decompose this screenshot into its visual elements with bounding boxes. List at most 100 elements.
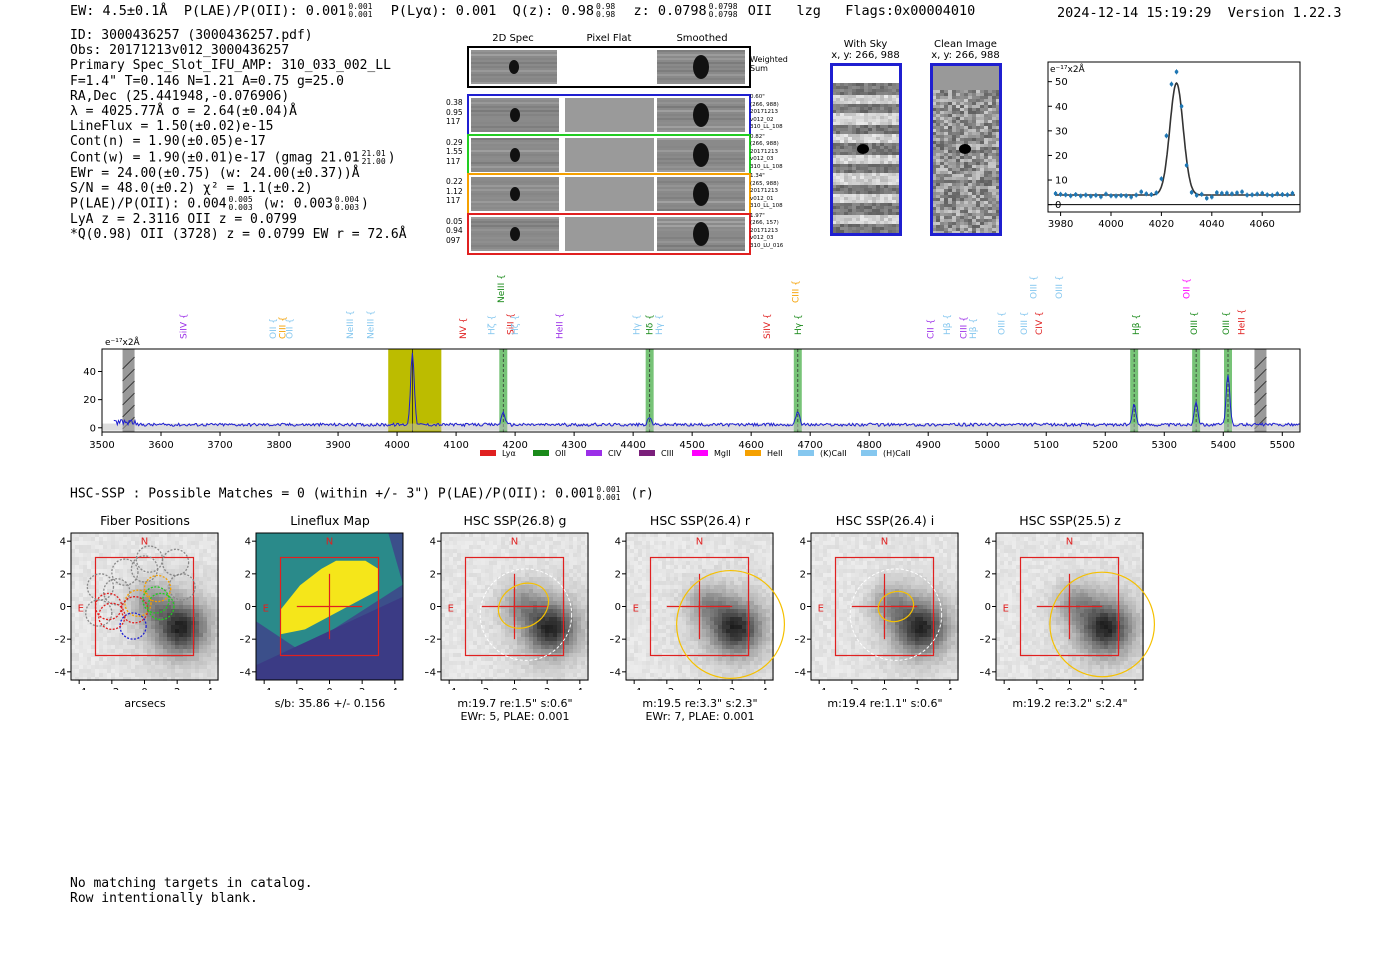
zoom-xtick-label: 4020: [1149, 219, 1174, 230]
image-pixel: [868, 191, 872, 194]
image-pixel: [876, 101, 880, 104]
image-pixel: [868, 131, 872, 134]
hsc-pixel: [147, 537, 151, 541]
cutout-meta-line: 310_LL_108: [750, 203, 783, 209]
hsc-pixel: [115, 645, 119, 649]
hsc-ytick-label: 2: [430, 569, 436, 580]
hsc-pixel: [163, 617, 167, 621]
hsc-pixel: [461, 645, 465, 649]
hsc-pixel: [195, 629, 199, 633]
hsc-pixel: [441, 577, 445, 581]
image-pixel: [864, 170, 868, 173]
hsc-pixel: [453, 533, 457, 537]
hsc-pixel: [191, 657, 195, 661]
hsc-pixel: [565, 649, 569, 653]
image-pixel: [952, 213, 956, 216]
image-pixel: [852, 125, 856, 128]
hsc-pixel: [457, 537, 461, 541]
image-pixel: [956, 183, 960, 186]
image-pixel: [984, 138, 988, 141]
hsc-pixel: [111, 593, 115, 597]
hsc-pixel: [115, 641, 119, 645]
image-pixel: [860, 224, 864, 227]
hsc-pixel: [151, 673, 155, 677]
image-pixel: [936, 159, 940, 162]
hsc-pixel: [453, 653, 457, 657]
hsc-pixel: [505, 585, 509, 589]
hsc-pixel: [187, 557, 191, 561]
hsc-pixel: [203, 641, 207, 645]
hsc-pixel: [533, 665, 537, 669]
hsc-pixel: [569, 573, 573, 577]
image-pixel: [936, 114, 940, 117]
image-pixel: [964, 201, 968, 204]
image-pixel: [952, 114, 956, 117]
image-pixel: [852, 230, 856, 233]
hsc-pixel: [171, 537, 175, 541]
image-pixel: [936, 228, 940, 231]
image-pixel: [996, 156, 1000, 159]
hsc-pixel: [493, 545, 497, 549]
spectrum-line-label: Hζ {: [511, 315, 521, 335]
image-pixel: [860, 128, 864, 131]
image-pixel: [868, 197, 872, 200]
hsc-pixel: [163, 673, 167, 677]
hsc-pixel: [565, 637, 569, 641]
hsc-pixel: [541, 661, 545, 665]
hsc-pixel: [99, 585, 103, 589]
hsc-pixel: [211, 653, 215, 657]
hsc-pixel: [513, 665, 517, 669]
spectrum-xtick-label: 4600: [738, 440, 763, 451]
image-pixel: [976, 141, 980, 144]
hsc-pixel: [111, 633, 115, 637]
hsc-pixel: [127, 589, 131, 593]
image-pixel: [896, 125, 900, 128]
hsc-pixel: [545, 581, 549, 585]
hsc-pixel: [485, 573, 489, 577]
image-pixel: [892, 116, 896, 119]
hsc-panel-plot: NE−4−4−2−2002244: [425, 532, 589, 690]
spectrum-line-label: SiIV {: [763, 313, 773, 339]
hsc-pixel: [473, 649, 477, 653]
hsc-pixel: [565, 641, 569, 645]
hsc-pixel: [529, 573, 533, 577]
image-pixel: [836, 221, 840, 224]
hsc-pixel: [577, 629, 581, 633]
hsc-pixel: [71, 593, 75, 597]
hsc-pixel: [203, 545, 207, 549]
hsc-pixel: [461, 549, 465, 553]
image-pixel: [832, 230, 836, 233]
image-pixel: [884, 191, 888, 194]
cutout-meta-line: (266, 157): [750, 220, 779, 226]
hsc-pixel: [199, 541, 203, 545]
hsc-pixel: [95, 561, 99, 565]
hsc-pixel: [111, 533, 115, 537]
hsc-pixel: [139, 625, 143, 629]
hsc-pixel: [569, 677, 573, 681]
hsc-pixel: [135, 613, 139, 617]
fiber-circle: [86, 573, 115, 601]
hsc-pixel: [79, 649, 83, 653]
image-pixel: [940, 219, 944, 222]
image-pixel: [960, 90, 964, 93]
hsc-pixel: [143, 577, 147, 581]
image-pixel: [856, 185, 860, 188]
image-pixel: [868, 170, 872, 173]
image-pixel: [976, 225, 980, 228]
hsc-pixel: [457, 601, 461, 605]
image-pixel: [864, 134, 868, 137]
hsc-pixel: [151, 613, 155, 617]
hsc-pixel: [553, 613, 557, 617]
hsc-pixel: [573, 581, 577, 585]
image-pixel: [856, 89, 860, 92]
hsc-pixel: [119, 585, 123, 589]
image-pixel: [932, 183, 936, 186]
hsc-pixel: [195, 641, 199, 645]
cutout-band: [657, 169, 745, 172]
image-pixel: [972, 174, 976, 177]
hsc-pixel: [195, 581, 199, 585]
image-pixel: [980, 93, 984, 96]
image-pixel: [976, 162, 980, 165]
hsc-pixel: [131, 633, 135, 637]
hsc-pixel: [565, 573, 569, 577]
